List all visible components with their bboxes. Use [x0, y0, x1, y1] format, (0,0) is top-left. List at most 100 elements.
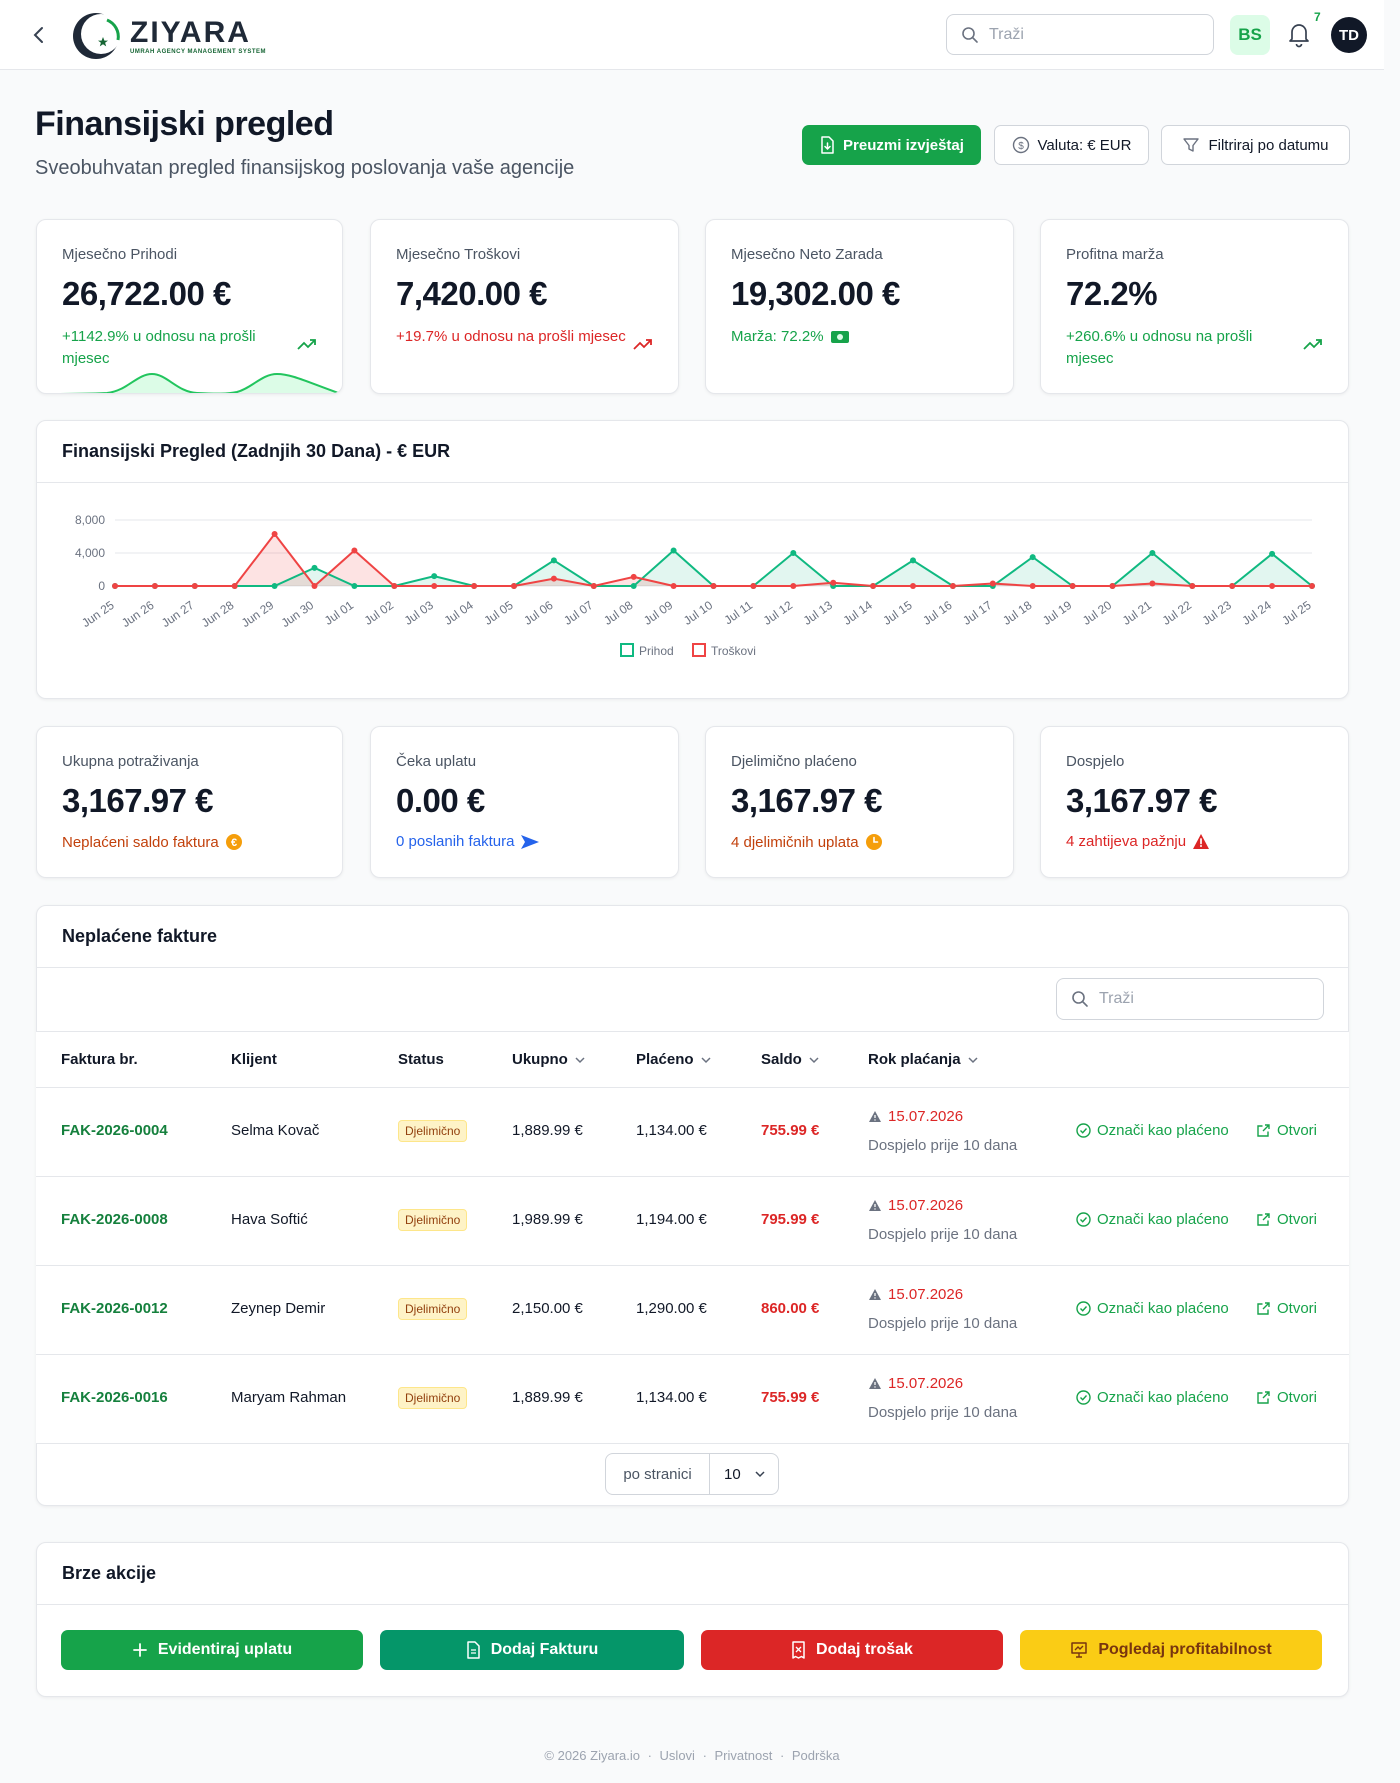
warning-icon — [1193, 834, 1210, 849]
trending-up-icon — [633, 339, 652, 350]
user-avatar[interactable]: TD — [1331, 17, 1367, 53]
receivable-card-total: Ukupna potraživanja 3,167.97 € Neplaćeni… — [36, 726, 343, 878]
column-total-sort[interactable]: Ukupno — [512, 1051, 586, 1068]
invoices-search[interactable] — [1056, 978, 1324, 1020]
per-page-select[interactable]: po stranici 10 — [605, 1453, 779, 1495]
stat-value: 3,167.97 € — [731, 782, 882, 819]
external-link-icon — [1257, 1302, 1270, 1315]
check-circle-icon — [1076, 1123, 1091, 1138]
chart-title: Finansijski Pregled (Zadnjih 30 Dana) - … — [37, 421, 1348, 483]
add-invoice-button[interactable]: Dodaj Fakturu — [380, 1630, 684, 1670]
download-report-label: Preuzmi izvještaj — [843, 136, 964, 154]
chart-xtick-label: Jul 10 — [681, 598, 716, 628]
stat-label: Mjesečno Neto Zarada — [731, 246, 883, 263]
chart-point — [790, 550, 797, 556]
stat-label: Čeka uplatu — [396, 753, 477, 770]
logo[interactable]: ZIYARA UMRAH AGENCY MANAGEMENT SYSTEM — [70, 10, 266, 62]
footer-link-terms[interactable]: Uslovi — [659, 1748, 695, 1763]
back-button[interactable] — [26, 22, 52, 48]
client-name: Hava Softić — [231, 1211, 308, 1228]
add-expense-button[interactable]: Dodaj trošak — [701, 1630, 1003, 1670]
chart-point — [910, 583, 916, 589]
mark-paid-button[interactable]: Označi kao plaćeno — [1076, 1300, 1229, 1317]
record-payment-button[interactable]: Evidentiraj uplatu — [61, 1630, 363, 1670]
quick-actions-card: Brze akcije — [36, 1542, 1349, 1697]
global-search-input[interactable] — [989, 25, 1189, 44]
chart-xtick-label: Jul 17 — [960, 598, 995, 628]
external-link-icon — [1257, 1391, 1270, 1404]
chart-point — [1029, 554, 1036, 561]
stat-card-profit-margin: Profitna marža 72.2% +260.6% u odnosu na… — [1040, 219, 1349, 394]
invoice-number-link[interactable]: FAK-2026-0012 — [61, 1300, 168, 1317]
chart-point — [311, 564, 318, 571]
chart-point — [910, 557, 916, 564]
stat-value: 19,302.00 € — [731, 275, 900, 312]
footer-link-support[interactable]: Podrška — [791, 1748, 840, 1763]
global-search[interactable] — [946, 14, 1214, 55]
column-paid-sort[interactable]: Plaćeno — [636, 1051, 712, 1068]
stat-card-expenses: Mjesečno Troškovi 7,420.00 € +19.7% u od… — [370, 219, 679, 394]
chart-xtick-label: Jul 23 — [1200, 598, 1235, 628]
chevron-left-icon — [33, 27, 43, 43]
chart-xtick-label: Jul 01 — [322, 598, 357, 628]
clock-icon — [865, 834, 882, 850]
date-filter-button[interactable]: Filtriraj po datumu — [1161, 125, 1350, 165]
language-switcher[interactable]: BS — [1230, 15, 1270, 55]
external-link-icon — [1257, 1124, 1270, 1137]
stat-note: 0 poslanih faktura — [396, 833, 515, 850]
column-due-date-sort[interactable]: Rok plaćanja — [868, 1051, 979, 1068]
open-invoice-button[interactable]: Otvori — [1256, 1122, 1317, 1139]
chart-xtick-label: Jul 03 — [402, 598, 437, 628]
mark-paid-button[interactable]: Označi kao plaćeno — [1076, 1211, 1229, 1228]
chart-xtick-label: Jul 06 — [521, 598, 556, 628]
invoice-number-link[interactable]: FAK-2026-0016 — [61, 1389, 168, 1406]
invoice-number-link[interactable]: FAK-2026-0004 — [61, 1122, 168, 1139]
search-icon — [1072, 991, 1088, 1007]
per-page-value-row[interactable]: 10 — [710, 1466, 778, 1483]
chevron-down-icon — [968, 1056, 978, 1063]
open-invoice-button[interactable]: Otvori — [1256, 1300, 1317, 1317]
money-bill-icon — [830, 331, 849, 343]
chart-point — [1029, 583, 1036, 589]
chart-point — [271, 583, 278, 589]
per-page-label: po stranici — [606, 1454, 710, 1494]
invoice-number-link[interactable]: FAK-2026-0008 — [61, 1211, 168, 1228]
stat-label: Mjesečno Prihodi — [62, 246, 178, 263]
mark-paid-button[interactable]: Označi kao plaćeno — [1076, 1389, 1229, 1406]
chart-point — [231, 583, 238, 589]
stat-label: Mjesečno Troškovi — [396, 246, 521, 263]
receivable-card-partial: Djelimično plaćeno 3,167.97 € 4 djelimič… — [705, 726, 1014, 878]
notifications-button[interactable] — [1286, 20, 1314, 50]
footer: © 2026 Ziyara.io · Uslovi · Privatnost ·… — [544, 1748, 840, 1763]
open-invoice-button[interactable]: Otvori — [1256, 1211, 1317, 1228]
chart-xtick-label: Jul 22 — [1160, 598, 1195, 628]
due-note: Dospjelo prije 10 dana — [868, 1226, 1018, 1243]
receipt-icon — [792, 1641, 805, 1659]
chart-xtick-label: Jul 13 — [801, 598, 836, 628]
mark-paid-button[interactable]: Označi kao plaćeno — [1076, 1122, 1229, 1139]
warning-icon — [869, 1378, 881, 1389]
footer-link-privacy[interactable]: Privatnost — [714, 1748, 773, 1763]
stat-value: 0.00 € — [396, 782, 485, 819]
client-name: Maryam Rahman — [231, 1389, 347, 1406]
due-note: Dospjelo prije 10 dana — [868, 1137, 1018, 1154]
stat-value: 7,420.00 € — [396, 275, 547, 312]
invoice-paid: 1,134.00 € — [636, 1122, 707, 1139]
chart-xtick-label: Jul 19 — [1040, 598, 1075, 628]
currency-select[interactable]: $ Valuta: € EUR — [994, 125, 1149, 165]
stat-label: Ukupna potraživanja — [62, 753, 199, 770]
chevron-down-icon — [575, 1056, 585, 1063]
invoices-search-input[interactable] — [1099, 990, 1299, 1008]
view-profitability-button[interactable]: Pogledaj profitabilnost — [1020, 1630, 1322, 1670]
open-invoice-button[interactable]: Otvori — [1256, 1389, 1317, 1406]
download-report-button[interactable]: Preuzmi izvještaj — [802, 125, 981, 165]
chart-point — [1189, 583, 1196, 589]
chart-point — [949, 583, 956, 589]
invoice-total: 1,989.99 € — [512, 1211, 583, 1228]
column-balance-sort[interactable]: Saldo — [761, 1051, 820, 1068]
chart-point — [1149, 580, 1156, 587]
stat-value: 3,167.97 € — [62, 782, 213, 819]
invoice-total: 1,889.99 € — [512, 1122, 583, 1139]
chevron-down-icon — [755, 1471, 765, 1478]
